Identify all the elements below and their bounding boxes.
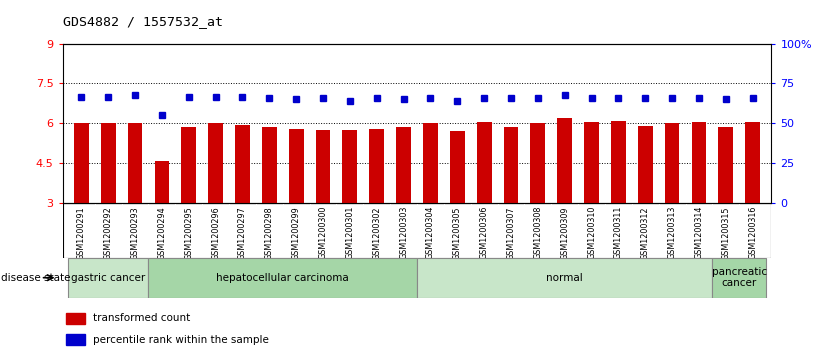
Bar	[417, 258, 712, 298]
Bar	[423, 123, 438, 203]
Text: GSM1200300: GSM1200300	[319, 206, 328, 260]
Text: GSM1200315: GSM1200315	[721, 206, 731, 260]
Bar	[584, 122, 599, 203]
Text: GSM1200307: GSM1200307	[506, 206, 515, 260]
Text: GSM1200294: GSM1200294	[158, 206, 167, 260]
Bar	[638, 126, 653, 203]
Bar	[289, 129, 304, 203]
Bar	[530, 123, 545, 203]
Text: GDS4882 / 1557532_at: GDS4882 / 1557532_at	[63, 15, 223, 28]
Bar	[66, 313, 85, 324]
Bar	[396, 127, 411, 203]
Bar	[235, 125, 250, 203]
Text: hepatocellular carcinoma: hepatocellular carcinoma	[216, 273, 349, 283]
Bar	[101, 123, 116, 203]
Bar	[148, 258, 417, 298]
Bar	[154, 161, 169, 203]
Bar	[477, 122, 491, 203]
Text: pancreatic
cancer: pancreatic cancer	[711, 267, 766, 289]
Bar	[74, 123, 88, 203]
Text: gastric cancer: gastric cancer	[71, 273, 145, 283]
Bar	[68, 258, 148, 298]
Text: GSM1200306: GSM1200306	[480, 206, 489, 260]
Text: GSM1200297: GSM1200297	[238, 206, 247, 260]
Bar	[718, 127, 733, 203]
Text: GSM1200312: GSM1200312	[641, 206, 650, 260]
Text: GSM1200293: GSM1200293	[131, 206, 139, 260]
Text: normal: normal	[546, 273, 583, 283]
Text: GSM1200310: GSM1200310	[587, 206, 596, 260]
Text: GSM1200304: GSM1200304	[426, 206, 435, 260]
Bar	[369, 129, 384, 203]
Text: GSM1200301: GSM1200301	[345, 206, 354, 260]
Text: GSM1200313: GSM1200313	[667, 206, 676, 260]
Bar	[691, 122, 706, 203]
Text: GSM1200311: GSM1200311	[614, 206, 623, 260]
Bar	[557, 118, 572, 203]
Bar	[343, 130, 357, 203]
Text: GSM1200308: GSM1200308	[533, 206, 542, 260]
Bar	[611, 121, 626, 203]
Text: GSM1200309: GSM1200309	[560, 206, 569, 260]
Bar	[181, 127, 196, 203]
Text: GSM1200314: GSM1200314	[695, 206, 703, 260]
Bar	[262, 127, 277, 203]
Bar	[665, 123, 680, 203]
Text: GSM1200302: GSM1200302	[372, 206, 381, 260]
Text: GSM1200299: GSM1200299	[292, 206, 301, 260]
Text: GSM1200295: GSM1200295	[184, 206, 193, 260]
Bar	[208, 123, 223, 203]
Text: GSM1200298: GSM1200298	[265, 206, 274, 260]
Text: transformed count: transformed count	[93, 313, 190, 323]
Text: percentile rank within the sample: percentile rank within the sample	[93, 335, 269, 345]
Bar	[315, 130, 330, 203]
Text: GSM1200316: GSM1200316	[748, 206, 757, 260]
Bar	[128, 123, 143, 203]
Bar	[450, 131, 465, 203]
Bar	[66, 334, 85, 345]
Text: GSM1200296: GSM1200296	[211, 206, 220, 260]
Bar	[504, 127, 519, 203]
Text: GSM1200291: GSM1200291	[77, 206, 86, 260]
Text: GSM1200305: GSM1200305	[453, 206, 462, 260]
Text: GSM1200303: GSM1200303	[399, 206, 408, 260]
Bar	[746, 122, 760, 203]
Text: disease state: disease state	[1, 273, 70, 283]
Text: GSM1200292: GSM1200292	[103, 206, 113, 260]
Bar	[712, 258, 766, 298]
